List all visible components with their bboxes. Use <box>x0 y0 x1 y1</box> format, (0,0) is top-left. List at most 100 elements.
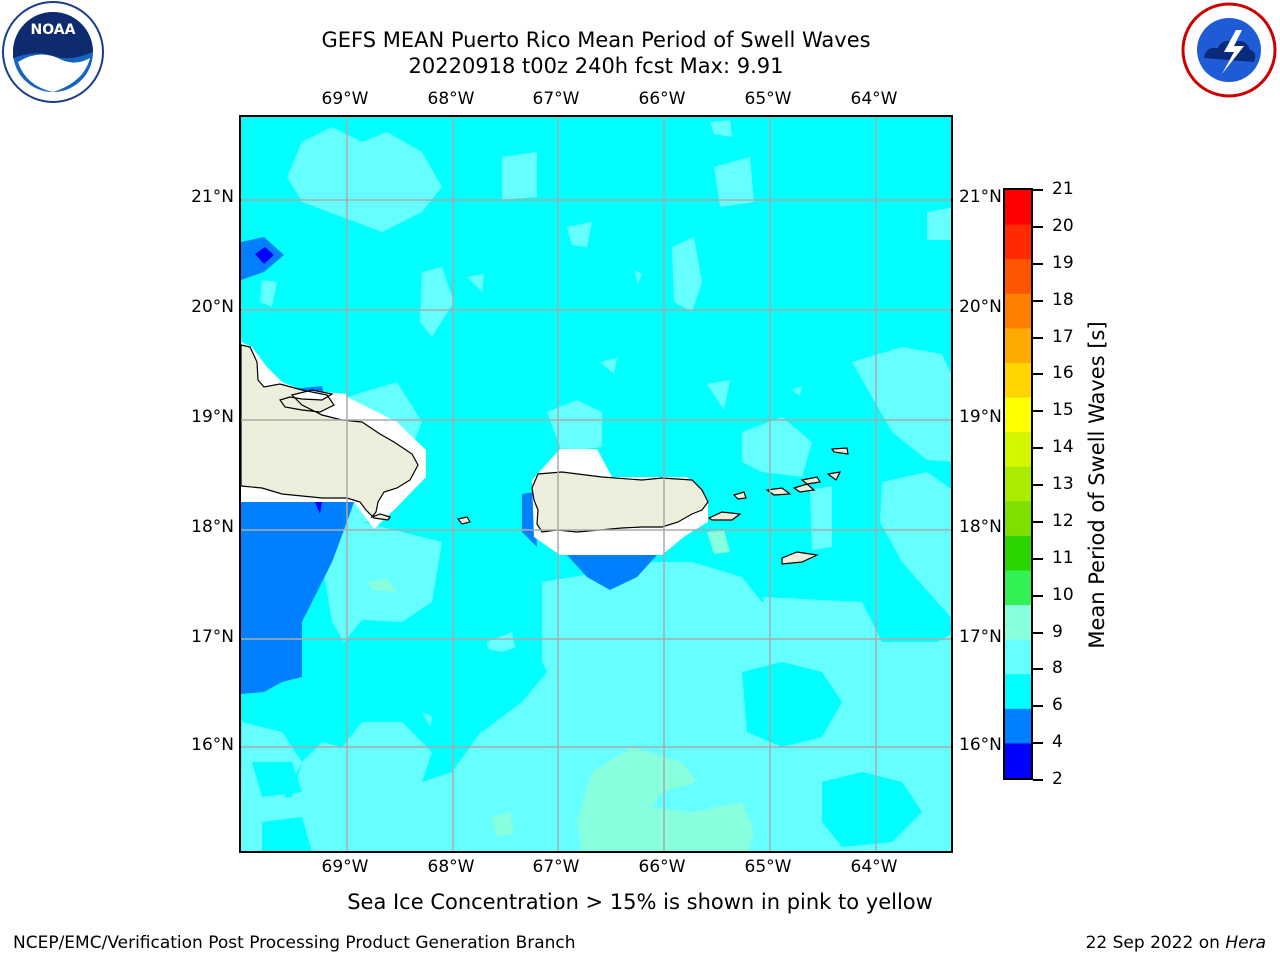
colorbar <box>1003 188 1033 780</box>
colorbar-segment <box>1005 259 1031 295</box>
lat-label-20n-left: 20°N <box>191 297 234 317</box>
culebra-island <box>732 491 747 500</box>
map-gridlines <box>241 117 951 851</box>
map-subtitle: 20220918 t00z 240h fcst Max: 9.91 <box>408 54 784 78</box>
footer-host: Hera <box>1225 933 1266 953</box>
colorbar-tick-mark <box>1033 225 1043 228</box>
lon-label-67w-bottom: 67°W <box>532 857 580 877</box>
footer-credit: NCEP/EMC/Verification Post Processing Pr… <box>13 933 576 953</box>
map-svg <box>241 117 951 851</box>
st-john-island <box>792 483 816 493</box>
colorbar-tick-label: 6 <box>1052 695 1063 716</box>
lat-label-18n-right: 18°N <box>959 517 1002 537</box>
colorbar-tick-label: 19 <box>1052 252 1074 273</box>
st-thomas-island <box>765 487 792 496</box>
lat-label-16n-left: 16°N <box>191 735 234 755</box>
colorbar-tick-mark <box>1033 373 1043 376</box>
lat-label-18n-left: 18°N <box>191 517 234 537</box>
swell-band-6-8-holes <box>252 642 922 851</box>
lon-label-69w-bottom: 69°W <box>321 857 369 877</box>
colorbar-tick-label: 21 <box>1052 179 1074 199</box>
colorbar-tick-mark <box>1033 557 1043 560</box>
colorbar-tick-mark <box>1033 742 1043 745</box>
lat-label-20n-right: 20°N <box>959 297 1002 317</box>
colorbar-tick-mark <box>1033 262 1043 265</box>
svg-text:NOAA: NOAA <box>31 22 76 38</box>
colorbar-segment <box>1005 328 1031 364</box>
colorbar-segment <box>1005 674 1031 710</box>
virgin-gorda-island <box>826 471 842 481</box>
lat-label-17n-right: 17°N <box>959 627 1002 647</box>
lat-label-16n-right: 16°N <box>959 735 1002 755</box>
colorbar-tick-label: 11 <box>1052 547 1074 568</box>
colorbar-label: Mean Period of Swell Waves [s] <box>1085 321 1109 649</box>
mona-island <box>456 516 471 525</box>
colorbar-segment <box>1005 224 1031 260</box>
lon-label-67w-top: 67°W <box>532 89 580 109</box>
colorbar-tick-mark <box>1033 631 1043 634</box>
colorbar-segment <box>1005 397 1031 433</box>
lon-label-69w-top: 69°W <box>321 89 369 109</box>
lon-label-68w-bottom: 68°W <box>427 857 475 877</box>
colorbar-segment <box>1005 362 1031 399</box>
lon-label-66w-top: 66°W <box>638 89 686 109</box>
colorbar-tick-label: 13 <box>1052 474 1074 494</box>
colorbar-tick-label: 12 <box>1052 510 1074 531</box>
colorbar-svg <box>1005 190 1031 779</box>
lon-label-66w-bottom: 66°W <box>638 857 686 877</box>
lat-label-21n-right: 21°N <box>959 187 1002 207</box>
colorbar-tick-label: 16 <box>1052 363 1074 384</box>
colorbar-tick-label: 20 <box>1052 215 1074 236</box>
colorbar-tick-mark <box>1033 594 1043 597</box>
colorbar-tick-mark <box>1033 484 1043 486</box>
colorbar-tick-mark <box>1033 336 1043 339</box>
footer-date: 22 Sep 2022 on Hera <box>1086 933 1266 953</box>
lon-label-68w-top: 68°W <box>427 89 475 109</box>
lon-label-64w-bottom: 64°W <box>850 857 898 877</box>
tortola-island <box>800 476 821 485</box>
colorbar-segment <box>1005 605 1031 641</box>
colorbar-tick-label: 18 <box>1052 289 1074 310</box>
colorbar-tick-label: 15 <box>1052 400 1074 421</box>
footer-date-text: 22 Sep 2022 on <box>1085 933 1220 953</box>
colorbar-tick-label: 9 <box>1052 621 1063 642</box>
lat-label-21n-left: 21°N <box>191 187 234 207</box>
colorbar-tick-label: 4 <box>1052 732 1063 753</box>
colorbar-tick-mark <box>1033 520 1043 523</box>
map-panel <box>239 115 953 853</box>
colorbar-tick-mark <box>1033 668 1043 671</box>
swell-band-2-4-spot <box>315 502 322 514</box>
lon-label-64w-top: 64°W <box>850 89 898 109</box>
colorbar-tick-mark <box>1033 705 1043 708</box>
lat-label-19n-right: 19°N <box>959 407 1002 427</box>
vieques-island <box>707 511 742 521</box>
colorbar-tick-mark <box>1033 299 1043 302</box>
lon-label-65w-top: 65°W <box>744 89 792 109</box>
colorbar-segment <box>1005 535 1031 571</box>
colorbar-tick-label: 17 <box>1052 326 1074 347</box>
st-croix-island <box>781 551 820 565</box>
map-title: GEFS MEAN Puerto Rico Mean Period of Swe… <box>321 28 871 52</box>
colorbar-segment <box>1005 570 1031 606</box>
colorbar-segment <box>1005 293 1031 329</box>
colorbar-tick-label: 10 <box>1052 584 1074 605</box>
colorbar-tick-mark <box>1033 447 1043 450</box>
colorbar-segment <box>1005 639 1031 675</box>
colorbar-segment <box>1005 466 1031 502</box>
nws-logo <box>1178 0 1280 100</box>
colorbar-segment <box>1005 432 1031 468</box>
colorbar-tick-mark <box>1033 779 1043 781</box>
colorbar-tick-mark <box>1033 189 1043 191</box>
colorbar-tick-label: 8 <box>1052 658 1063 679</box>
sea-ice-note: Sea Ice Concentration > 15% is shown in … <box>347 890 933 914</box>
noaa-logo: NOAA <box>0 0 106 106</box>
swell-band-2-4 <box>255 247 274 264</box>
colorbar-segment <box>1005 190 1031 226</box>
lat-label-17n-left: 17°N <box>191 627 234 647</box>
hispaniola-land <box>241 344 419 521</box>
colorbar-segment <box>1005 708 1031 744</box>
swell-band-9-10 <box>367 530 754 851</box>
colorbar-tick-mark <box>1033 410 1043 413</box>
colorbar-tick-label: 14 <box>1052 437 1074 458</box>
lat-label-19n-left: 19°N <box>191 407 234 427</box>
